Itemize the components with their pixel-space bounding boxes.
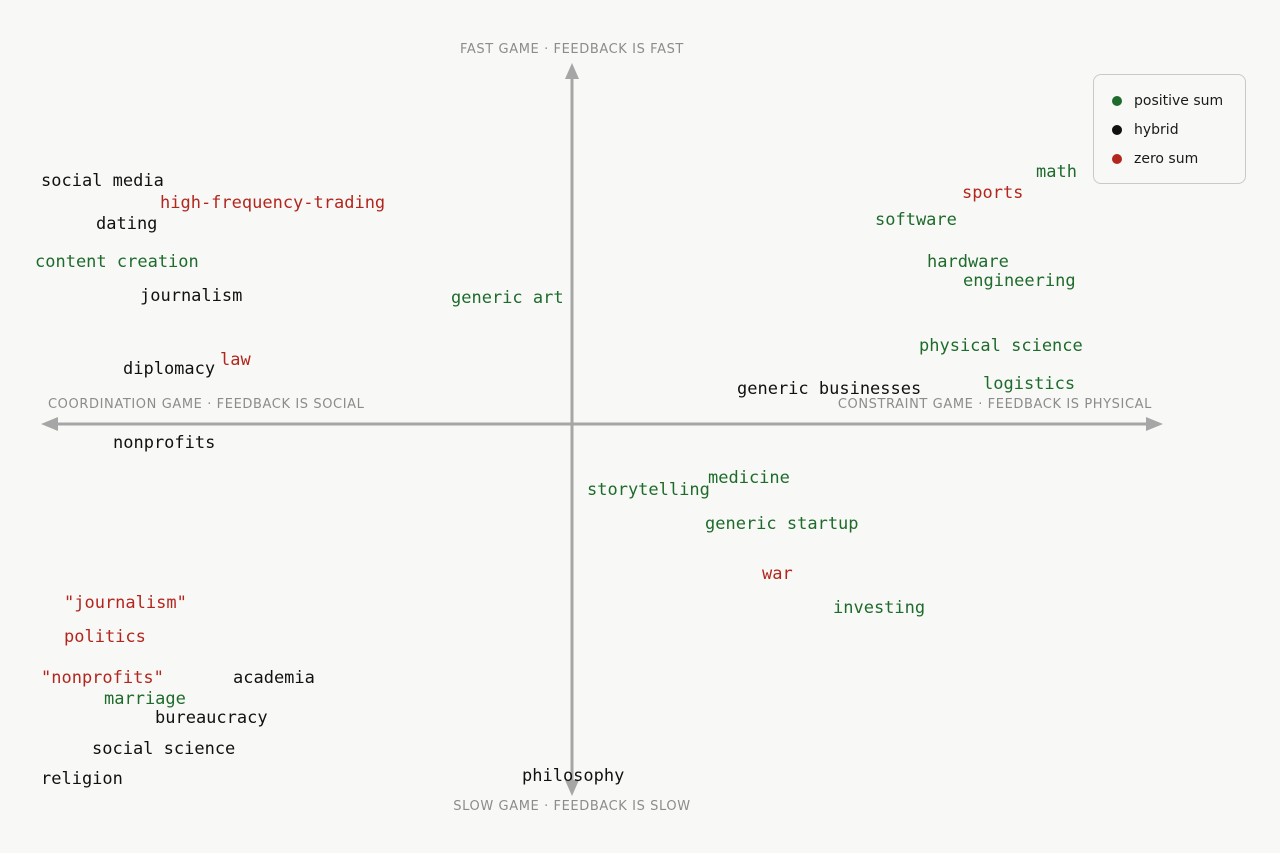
term-software: software xyxy=(875,210,957,230)
term-generic-startup: generic startup xyxy=(705,514,859,534)
legend-item-positive-sum: positive sum xyxy=(1112,91,1223,111)
axis-label-fast: FAST GAME · FEEDBACK IS FAST xyxy=(460,42,684,57)
term-social-media: social media xyxy=(41,171,164,191)
term-sports: sports xyxy=(962,183,1024,203)
term-law: law xyxy=(220,350,251,370)
term-hardware: hardware xyxy=(927,252,1009,272)
horizontal-axis-arrow-right xyxy=(1146,417,1163,431)
vertical-axis-arrow-up xyxy=(565,63,579,79)
term-nonprofits: nonprofits xyxy=(113,433,216,453)
term-religion: religion xyxy=(41,769,123,789)
term-diplomacy: diplomacy xyxy=(123,359,216,379)
term-dating: dating xyxy=(96,214,158,234)
term-bureaucracy: bureaucracy xyxy=(155,708,268,728)
term-generic-businesses: generic businesses xyxy=(737,379,922,399)
axis-label-coordination: COORDINATION GAME · FEEDBACK IS SOCIAL xyxy=(48,397,365,412)
black-dot-icon xyxy=(1112,125,1122,135)
green-dot-icon xyxy=(1112,96,1122,106)
term-philosophy: philosophy xyxy=(522,766,625,786)
term-physical-science: physical science xyxy=(919,336,1083,356)
axis-label-constraint: CONSTRAINT GAME · FEEDBACK IS PHYSICAL xyxy=(837,397,1152,412)
term-quoted-nonprofits: "nonprofits" xyxy=(41,668,164,688)
term-war: war xyxy=(762,564,793,584)
term-academia: academia xyxy=(233,668,315,688)
legend-label: positive sum xyxy=(1134,93,1224,109)
term-logistics: logistics xyxy=(983,374,1076,394)
legend-label: zero sum xyxy=(1134,151,1199,167)
axis-label-slow: SLOW GAME · FEEDBACK IS SLOW xyxy=(453,799,691,814)
term-content-creation: content creation xyxy=(35,252,199,272)
term-high-frequency-trading: high-frequency-trading xyxy=(160,193,386,213)
term-generic-art: generic art xyxy=(451,288,564,308)
red-dot-icon xyxy=(1112,154,1122,164)
term-investing: investing xyxy=(833,598,926,618)
legend-item-zero-sum: zero sum xyxy=(1112,149,1198,169)
term-quoted-journalism: "journalism" xyxy=(64,593,187,613)
vertical-axis-arrow-down xyxy=(565,780,579,796)
horizontal-axis-arrow-left xyxy=(41,417,58,431)
term-engineering: engineering xyxy=(963,271,1076,291)
legend-label: hybrid xyxy=(1134,122,1179,138)
legend: positive sum hybrid zero sum xyxy=(1093,74,1246,184)
term-storytelling: storytelling xyxy=(587,480,710,500)
term-journalism: journalism xyxy=(140,286,243,306)
term-medicine: medicine xyxy=(708,468,790,488)
term-social-science: social science xyxy=(92,739,236,759)
legend-item-hybrid: hybrid xyxy=(1112,120,1179,140)
term-politics: politics xyxy=(64,627,146,647)
term-marriage: marriage xyxy=(104,689,186,709)
term-math: math xyxy=(1036,162,1077,182)
